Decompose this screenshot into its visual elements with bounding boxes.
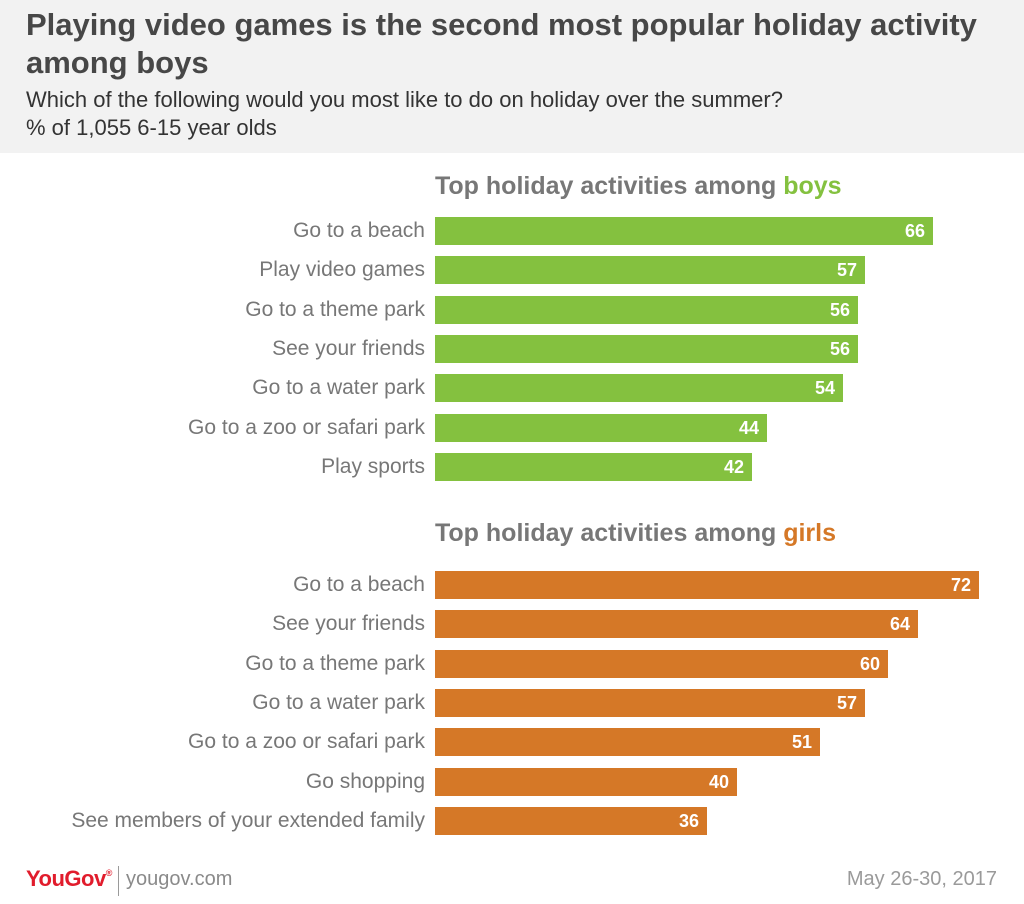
boys-category-label: Go to a beach: [293, 219, 425, 242]
girls-bar: [435, 689, 865, 717]
boys-category-label: Go to a zoo or safari park: [188, 416, 425, 439]
boys-category-label: Play sports: [321, 455, 425, 478]
footer-divider: [118, 866, 119, 896]
girls-bar-value: 36: [678, 811, 699, 831]
boys-bar-value: 56: [829, 300, 850, 320]
boys-chart-title-prefix: Top holiday activities among: [435, 172, 784, 200]
boys-chart-title-highlight: boys: [783, 172, 842, 200]
boys-bar-value: 56: [829, 339, 850, 359]
boys-category-label: Go to a theme park: [245, 298, 425, 321]
footer-url: yougov.com: [126, 868, 233, 890]
sample-description: % of 1,055 6-15 year olds: [26, 115, 277, 140]
survey-question: Which of the following would you most li…: [26, 87, 783, 112]
girls-bar-value: 72: [950, 575, 971, 595]
girls-bar: [435, 807, 707, 835]
girls-bar-value: 57: [836, 693, 857, 713]
girls-category-label: Go to a theme park: [245, 652, 425, 675]
girls-bar: [435, 768, 737, 796]
registered-mark: ®: [105, 868, 113, 878]
yougov-logo: YouGov®: [26, 866, 112, 892]
boys-bar: [435, 453, 752, 481]
girls-category-label: See members of your extended family: [71, 809, 425, 832]
girls-chart-title-highlight: girls: [783, 519, 837, 547]
girls-bar: [435, 650, 888, 678]
boys-bar-value: 54: [814, 378, 835, 398]
girls-category-label: Go to a beach: [293, 573, 425, 596]
boys-bar: [435, 335, 858, 363]
girls-bar: [435, 610, 918, 638]
girls-category-label: See your friends: [272, 612, 425, 635]
boys-bar: [435, 414, 767, 442]
boys-category-label: See your friends: [272, 337, 425, 360]
brand-name: YouGov: [26, 866, 106, 891]
boys-bar-value: 66: [904, 221, 925, 241]
boys-bar-value: 42: [723, 457, 744, 477]
girls-bar-value: 60: [859, 654, 880, 674]
page-title: Playing video games is the second most p…: [26, 7, 977, 80]
boys-bar-value: 57: [836, 260, 857, 280]
boys-category-label: Play video games: [259, 258, 425, 281]
boys-category-label: Go to a water park: [252, 376, 425, 399]
girls-category-label: Go to a water park: [252, 691, 425, 714]
girls-chart-title: Top holiday activities among girls: [435, 519, 836, 548]
girls-bar-value: 64: [889, 614, 910, 634]
girls-bar-value: 40: [708, 772, 729, 792]
boys-chart-title: Top holiday activities among boys: [435, 172, 842, 201]
girls-category-label: Go shopping: [305, 770, 425, 793]
header-banner: Playing video games is the second most p…: [0, 0, 1024, 153]
boys-bar: [435, 256, 865, 284]
girls-bar-value: 51: [791, 732, 812, 752]
boys-bar-value: 44: [738, 418, 759, 438]
boys-bar: [435, 374, 843, 402]
boys-bar: [435, 296, 858, 324]
survey-date: May 26-30, 2017: [846, 868, 997, 890]
girls-category-label: Go to a zoo or safari park: [188, 730, 425, 753]
boys-bar: [435, 217, 933, 245]
girls-bar: [435, 728, 820, 756]
girls-chart-title-prefix: Top holiday activities among: [435, 519, 784, 547]
girls-bar: [435, 571, 979, 599]
